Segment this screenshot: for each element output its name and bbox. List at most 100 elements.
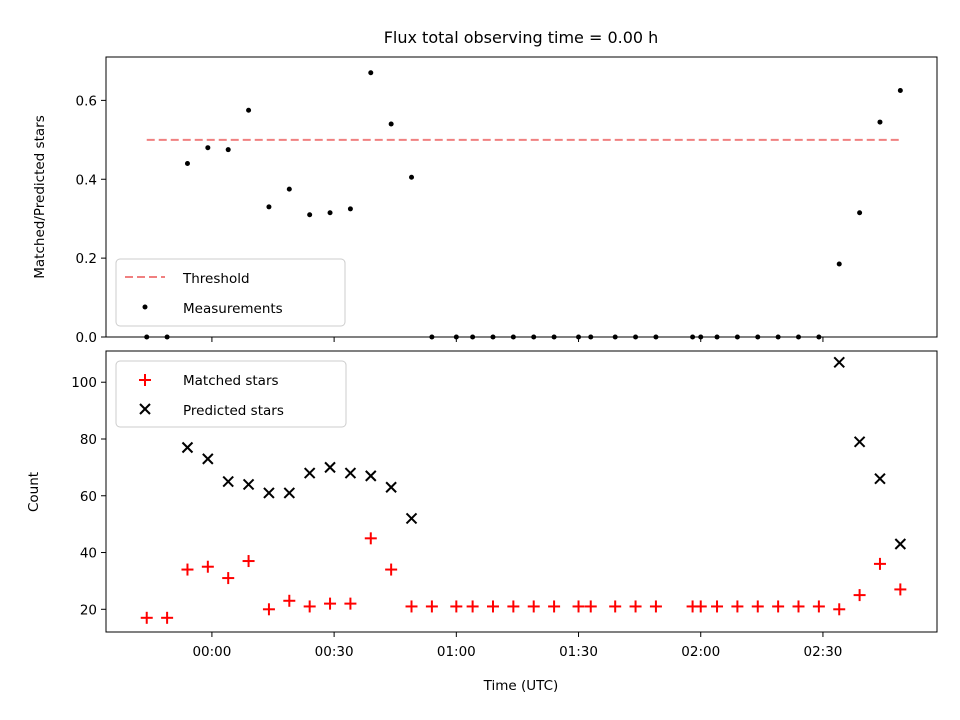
x-marker-b	[894, 538, 907, 550]
matched-star-marker	[629, 600, 642, 613]
x-marker-b	[283, 487, 296, 499]
x-marker-b	[303, 467, 316, 479]
x-marker-b	[242, 478, 255, 491]
x-marker-b	[139, 403, 151, 415]
top-y-axis-label: Matched/Predicted stars	[32, 115, 48, 278]
y-tick-label: 0.0	[76, 330, 97, 346]
matched-star-marker	[833, 603, 846, 616]
x-marker-b	[365, 470, 377, 482]
x-marker-b	[324, 461, 336, 474]
measurement-point	[368, 70, 374, 76]
x-marker-b	[181, 441, 194, 454]
matched-star-marker	[772, 600, 785, 613]
matched-star-marker	[344, 597, 357, 610]
matched-star-marker	[572, 600, 585, 613]
matched-star-marker	[283, 594, 296, 607]
predicted-star-marker	[344, 467, 357, 479]
matched-star-marker	[385, 563, 398, 576]
matched-star-marker	[792, 600, 805, 613]
legend-predicted-swatch	[139, 403, 151, 415]
matched-star-marker	[242, 555, 255, 568]
matched-star-marker	[425, 600, 438, 613]
predicted-star-marker	[324, 461, 336, 474]
predicted-star-marker	[405, 512, 418, 525]
matched-star-marker	[303, 600, 316, 613]
x-tick-label: 00:00	[192, 644, 231, 660]
matched-star-marker	[812, 600, 825, 613]
legend-matched-swatch	[139, 374, 151, 386]
measurement-point	[388, 121, 394, 127]
predicted-star-marker	[874, 473, 886, 485]
measurement-point	[409, 174, 415, 180]
measurement-point	[205, 145, 211, 151]
measurement-point	[836, 261, 842, 267]
matched-star-marker	[364, 532, 377, 545]
legend-measurements-label: Measurements	[183, 301, 283, 317]
x-marker-b	[222, 475, 234, 488]
measurement-point	[327, 210, 333, 216]
predicted-star-marker	[222, 475, 234, 488]
measurement-point	[877, 119, 883, 125]
matched-star-marker	[161, 611, 174, 624]
matched-star-marker	[894, 583, 907, 596]
x-tick-label: 01:00	[437, 644, 476, 660]
predicted-star-marker	[283, 487, 296, 499]
measurement-point	[857, 210, 863, 216]
y-tick-label: 0.4	[76, 172, 97, 188]
matched-star-marker	[548, 600, 561, 613]
legend-matched-label: Matched stars	[183, 373, 279, 389]
measurement-point	[347, 206, 353, 212]
matched-star-marker	[405, 600, 418, 613]
measurement-point	[897, 88, 903, 94]
predicted-star-marker	[242, 478, 255, 491]
matched-star-marker	[486, 600, 499, 613]
y-tick-label: 80	[80, 432, 97, 448]
matched-star-marker	[201, 560, 214, 573]
bottom-plot-area: 20 40 60 80 100 00:00 00:30 01:00 01:30 02:00 02:3…	[71, 350, 938, 660]
top-plot-area: 0.0 0.2 0.4 0.6 Threshold Measurements	[76, 56, 938, 346]
measurement-point	[307, 212, 313, 218]
matched-star-marker	[222, 572, 235, 585]
x-tick-label: 01:30	[559, 644, 598, 660]
predicted-star-marker	[202, 453, 214, 465]
matched-star-marker	[649, 600, 662, 613]
predicted-star-marker	[833, 356, 845, 369]
x-marker-b	[853, 436, 866, 448]
y-tick-label: 0.6	[76, 93, 97, 109]
x-marker-b	[385, 481, 397, 493]
legend: Matched stars Predicted stars	[115, 360, 347, 428]
predicted-star-marker	[303, 467, 316, 479]
matched-star-marker	[731, 600, 744, 613]
predicted-star-marker	[365, 470, 377, 482]
y-tick-label: 40	[80, 546, 97, 562]
measurement-point	[246, 107, 252, 113]
predicted-star-marker	[894, 538, 907, 550]
matched-star-marker	[262, 603, 275, 616]
y-tick-label: 100	[71, 375, 97, 391]
legend: Threshold Measurements	[115, 258, 346, 327]
x-marker-b	[833, 356, 845, 369]
matched-star-marker	[609, 600, 622, 613]
chart-title: Flux total observing time = 0.00 h	[384, 28, 659, 47]
x-marker-b	[202, 453, 214, 465]
y-tick-label: 0.2	[76, 251, 97, 267]
legend-box	[115, 360, 347, 428]
predicted-star-marker	[263, 487, 275, 499]
y-tick-label: 20	[80, 602, 97, 618]
x-tick-label: 02:30	[803, 644, 842, 660]
matched-star-marker	[751, 600, 764, 613]
matched-star-marker	[527, 600, 540, 613]
measurement-point	[266, 204, 272, 210]
x-marker-b	[874, 473, 886, 485]
bottom-y-axis-label: Count	[26, 472, 42, 512]
legend-threshold-label: Threshold	[182, 271, 250, 287]
x-axis-label: Time (UTC)	[483, 678, 559, 694]
plot-frame	[105, 56, 938, 338]
matched-star-marker	[873, 557, 886, 570]
y-tick-label: 60	[80, 489, 97, 505]
measurement-point	[286, 186, 292, 192]
matched-star-marker	[584, 600, 597, 613]
x-tick-label: 00:30	[315, 644, 354, 660]
plot-frame	[105, 350, 938, 633]
measurement-point	[225, 147, 231, 153]
